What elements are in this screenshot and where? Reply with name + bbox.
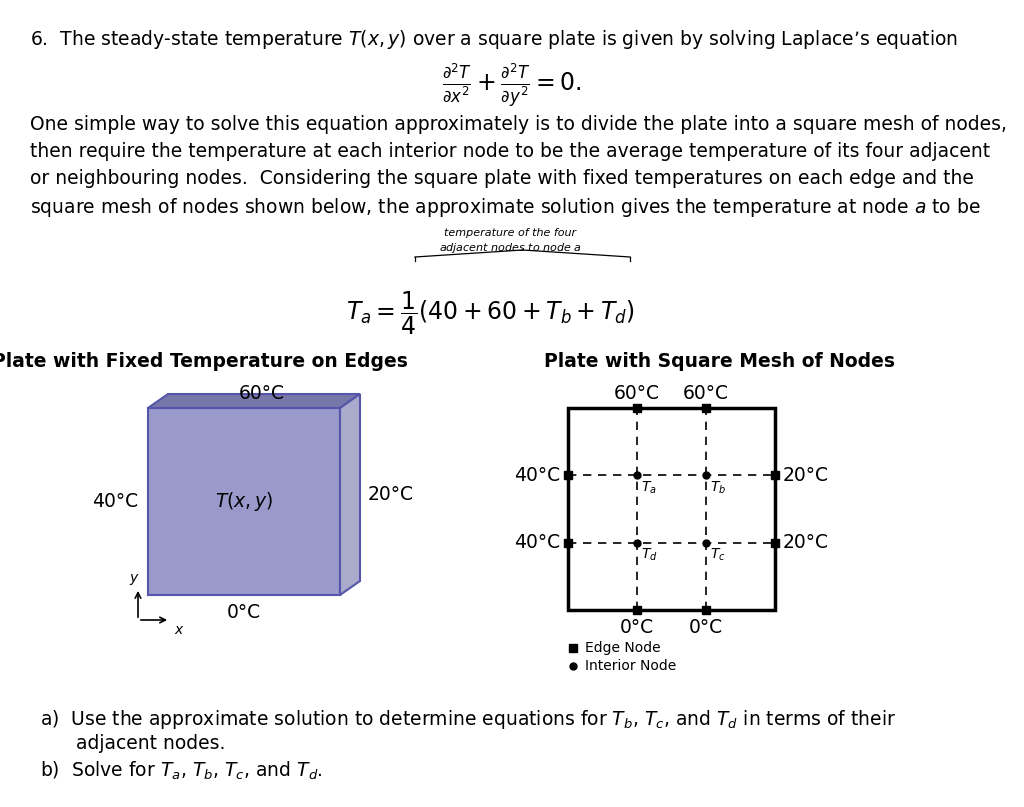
Text: a)  Use the approximate solution to determine equations for $T_b$, $T_c$, and $T: a) Use the approximate solution to deter… bbox=[40, 708, 896, 731]
Polygon shape bbox=[148, 394, 360, 408]
Text: then require the temperature at each interior node to be the average temperature: then require the temperature at each int… bbox=[30, 142, 990, 161]
Text: 0°C: 0°C bbox=[689, 618, 723, 637]
Text: adjacent nodes.: adjacent nodes. bbox=[40, 734, 225, 753]
Text: $T_a$: $T_a$ bbox=[641, 479, 656, 495]
Polygon shape bbox=[568, 408, 775, 610]
Text: b)  Solve for $T_a$, $T_b$, $T_c$, and $T_d$.: b) Solve for $T_a$, $T_b$, $T_c$, and $T… bbox=[40, 760, 323, 782]
Text: 6.  The steady-state temperature $T(x,y)$ over a square plate is given by solvin: 6. The steady-state temperature $T(x,y)$… bbox=[30, 28, 958, 51]
Polygon shape bbox=[340, 394, 360, 595]
Text: x: x bbox=[174, 623, 182, 637]
Text: One simple way to solve this equation approximately is to divide the plate into : One simple way to solve this equation ap… bbox=[30, 115, 1007, 134]
Text: 20°C: 20°C bbox=[783, 466, 829, 485]
Text: adjacent nodes to node $a$: adjacent nodes to node $a$ bbox=[438, 241, 582, 255]
Text: 0°C: 0°C bbox=[227, 603, 261, 622]
Text: $T_b$: $T_b$ bbox=[710, 479, 726, 495]
Text: $\frac{\partial^2 T}{\partial x^2} + \frac{\partial^2 T}{\partial y^2} = 0.$: $\frac{\partial^2 T}{\partial x^2} + \fr… bbox=[442, 62, 582, 111]
Text: Edge Node: Edge Node bbox=[585, 641, 660, 655]
Text: 20°C: 20°C bbox=[783, 533, 829, 552]
Text: 60°C: 60°C bbox=[239, 384, 285, 403]
Text: $T_a = \dfrac{1}{4}(40 + 60 + T_b + T_d)$: $T_a = \dfrac{1}{4}(40 + 60 + T_b + T_d)… bbox=[345, 290, 635, 337]
Text: Plate with Square Mesh of Nodes: Plate with Square Mesh of Nodes bbox=[545, 352, 896, 371]
Text: $T_d$: $T_d$ bbox=[641, 546, 657, 563]
Text: 60°C: 60°C bbox=[614, 384, 660, 403]
Text: y: y bbox=[129, 571, 137, 585]
Text: 20°C: 20°C bbox=[368, 485, 414, 504]
Text: or neighbouring nodes.  Considering the square plate with fixed temperatures on : or neighbouring nodes. Considering the s… bbox=[30, 169, 974, 188]
Polygon shape bbox=[148, 408, 340, 595]
Text: temperature of the four: temperature of the four bbox=[444, 228, 577, 238]
Text: 40°C: 40°C bbox=[92, 492, 138, 511]
Text: 40°C: 40°C bbox=[514, 466, 560, 485]
Text: $T_c$: $T_c$ bbox=[710, 546, 726, 563]
Text: 0°C: 0°C bbox=[620, 618, 654, 637]
Text: Plate with Fixed Temperature on Edges: Plate with Fixed Temperature on Edges bbox=[0, 352, 408, 371]
Text: 40°C: 40°C bbox=[514, 533, 560, 552]
Text: 60°C: 60°C bbox=[683, 384, 729, 403]
Text: square mesh of nodes shown below, the approximate solution gives the temperature: square mesh of nodes shown below, the ap… bbox=[30, 196, 981, 219]
Text: Interior Node: Interior Node bbox=[585, 659, 676, 673]
Text: $T(x,y)$: $T(x,y)$ bbox=[215, 490, 273, 513]
